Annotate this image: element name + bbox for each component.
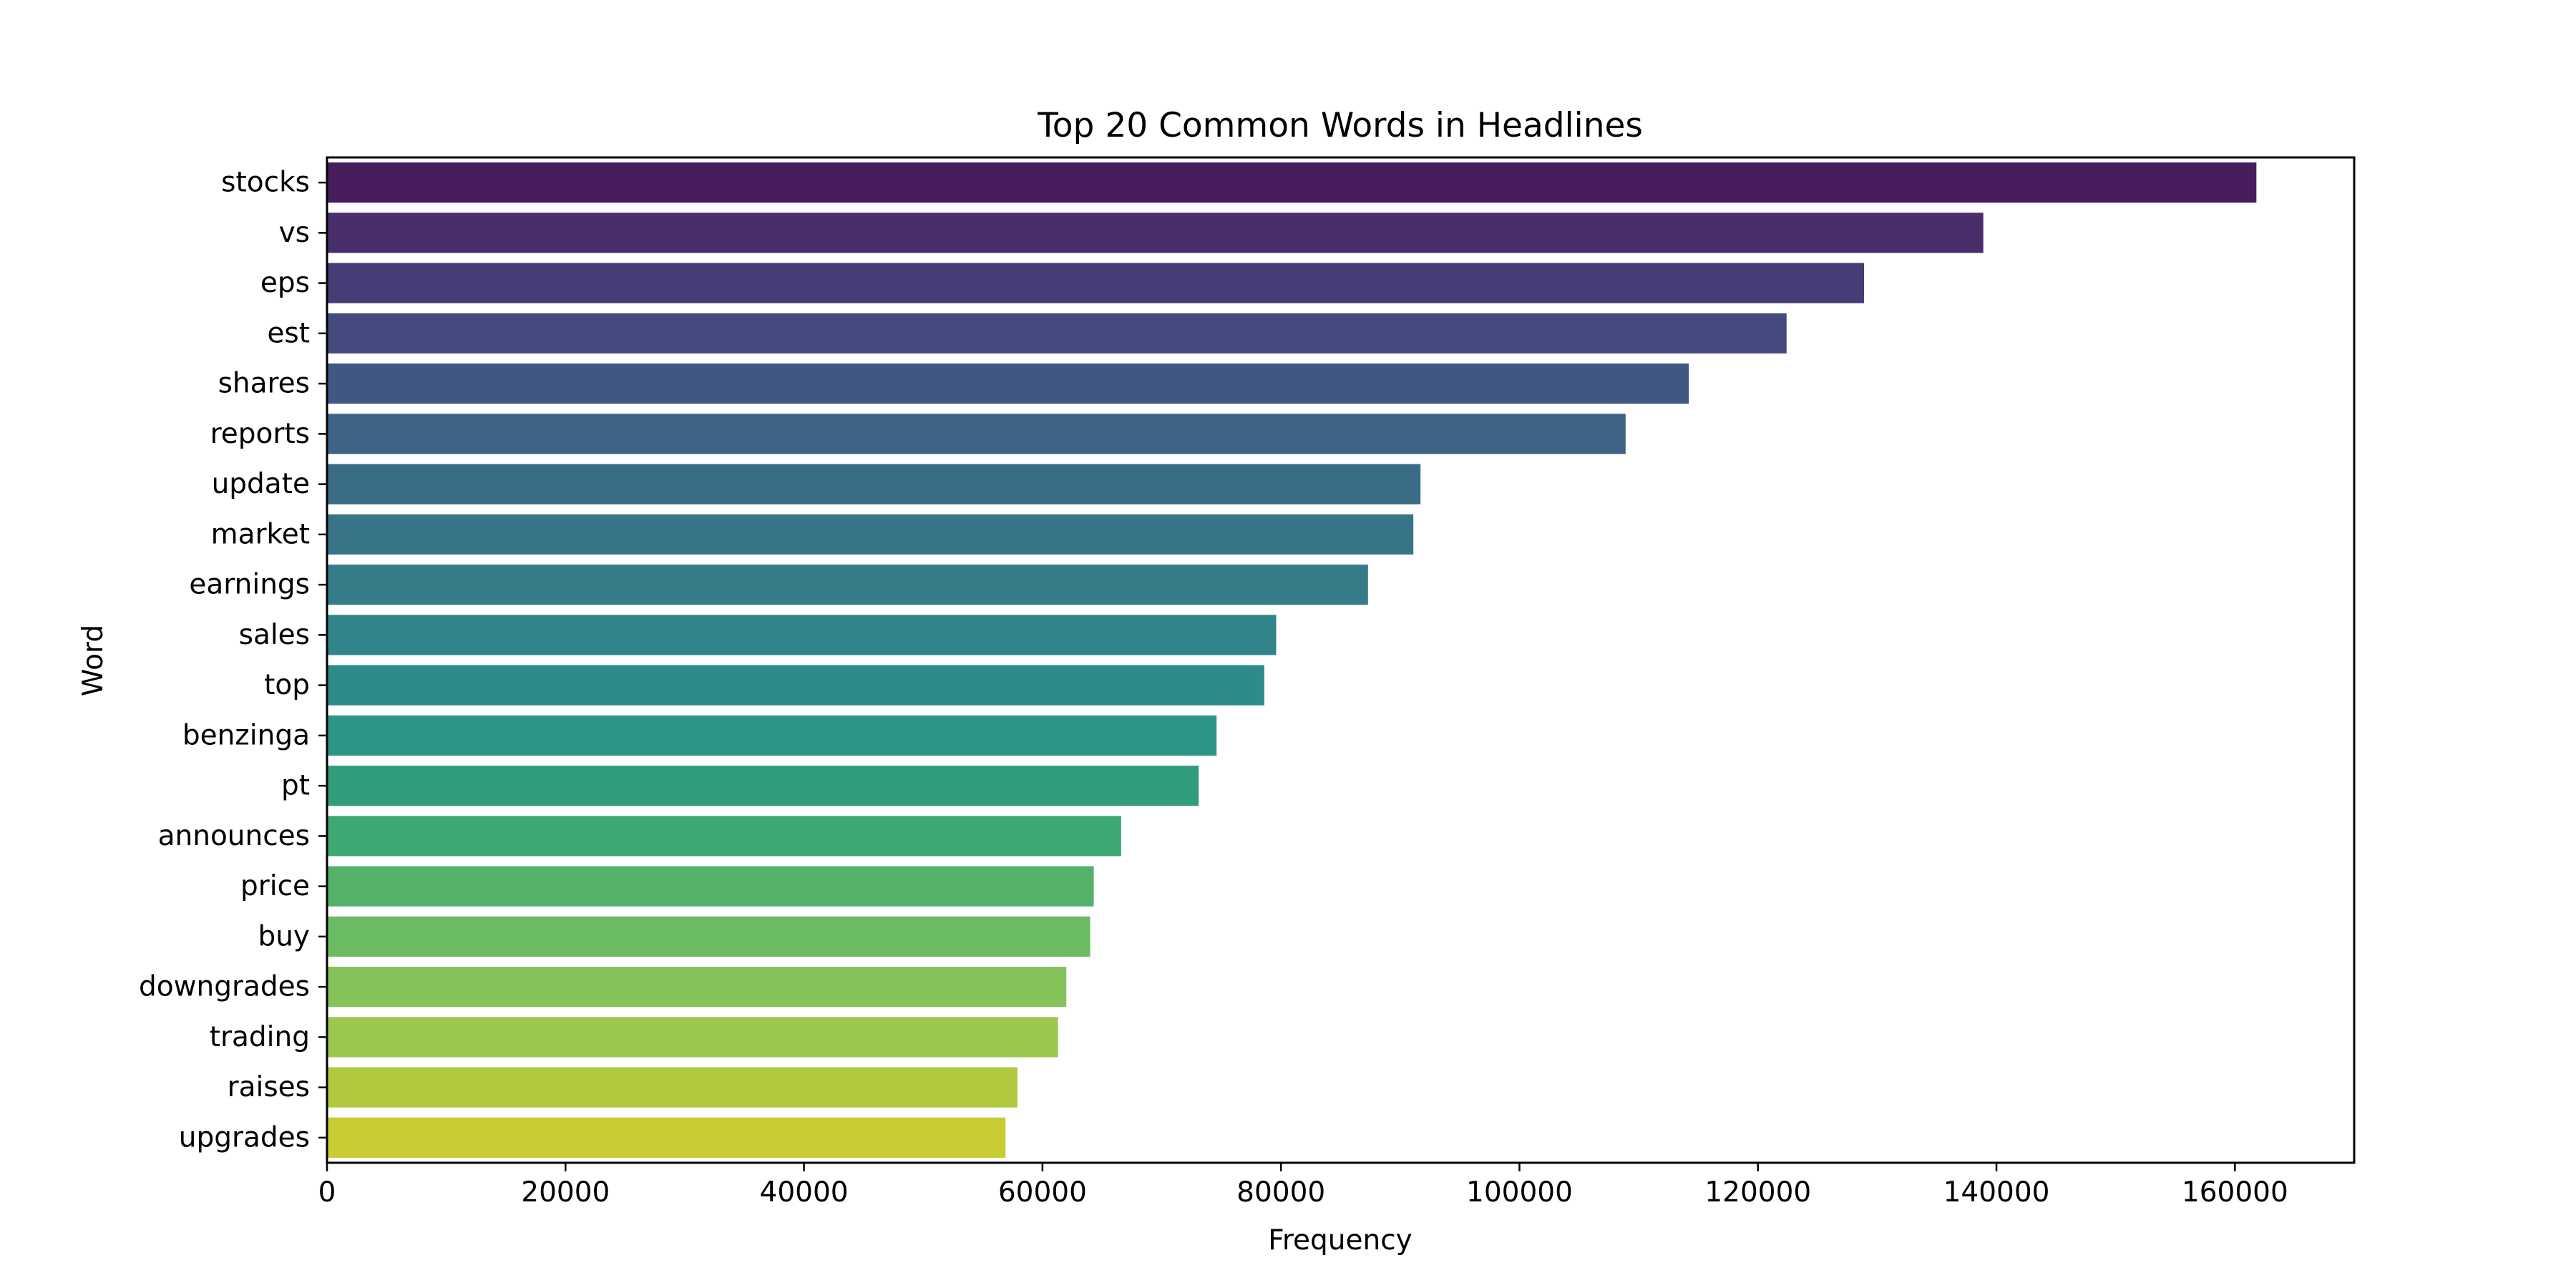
y-tick-label: earnings (189, 569, 310, 601)
y-tick-label: eps (260, 267, 310, 299)
bar-stocks (327, 162, 2257, 203)
bar-benzinga (327, 715, 1217, 756)
y-tick-label: benzinga (182, 719, 310, 751)
y-tick-label: reports (210, 418, 310, 450)
y-tick-label: pt (281, 770, 310, 802)
x-tick-label: 160000 (2182, 1176, 2288, 1209)
bar-earnings (327, 565, 1368, 605)
bar-reports (327, 414, 1626, 454)
y-tick-label: upgrades (179, 1121, 310, 1153)
bar-sales (327, 615, 1277, 655)
x-tick-label: 140000 (1943, 1176, 2050, 1209)
x-tick-label: 80000 (1236, 1176, 1325, 1209)
y-axis-title: Word (77, 625, 109, 696)
y-tick-label: trading (210, 1021, 310, 1053)
bar-pt (327, 766, 1199, 806)
y-tick-label: top (264, 669, 310, 701)
bar-eps (327, 263, 1865, 303)
bar-trading (327, 1017, 1058, 1058)
bar-est (327, 313, 1787, 353)
x-tick-label: 120000 (1704, 1176, 1811, 1209)
bar-announces (327, 816, 1121, 857)
x-tick-label: 0 (318, 1176, 336, 1209)
bars-group (327, 162, 2257, 1158)
x-axis-title: Frequency (1268, 1224, 1412, 1257)
plot-frame (326, 156, 2356, 1164)
x-ticks: 0 20000 40000 60000 80000 100000 120000 140000 1… (318, 1163, 2288, 1209)
y-tick-label: buy (258, 920, 310, 952)
bar-downgrades (327, 967, 1067, 1008)
y-tick-label: raises (228, 1071, 310, 1103)
bar-vs (327, 213, 1984, 253)
y-tick-label: announces (158, 820, 310, 852)
bar-update (327, 464, 1421, 504)
x-tick-label: 40000 (760, 1176, 849, 1209)
y-tick-label: price (240, 870, 310, 902)
bar-buy (327, 916, 1091, 957)
y-tick-labels: stocks vs eps est shares reports update market e… (139, 167, 327, 1153)
y-tick-label: sales (239, 619, 310, 651)
bar-raises (327, 1067, 1018, 1108)
x-tick-label: 100000 (1466, 1176, 1573, 1209)
y-tick-label: vs (279, 217, 310, 249)
y-tick-label: stocks (221, 167, 310, 199)
y-tick-label: shares (218, 368, 310, 400)
x-tick-label: 60000 (998, 1176, 1087, 1209)
bar-top (327, 665, 1264, 706)
y-tick-label: est (267, 317, 310, 349)
x-tick-label: 20000 (521, 1176, 610, 1209)
y-tick-label: downgrades (139, 971, 310, 1003)
bar-shares (327, 364, 1689, 404)
y-tick-label: update (212, 468, 310, 500)
bar-price (327, 866, 1094, 907)
bar-market (327, 514, 1414, 555)
y-tick-label: market (211, 518, 310, 550)
bar-upgrades (327, 1117, 1006, 1158)
chart-title: Top 20 Common Words in Headlines (1037, 106, 1643, 145)
